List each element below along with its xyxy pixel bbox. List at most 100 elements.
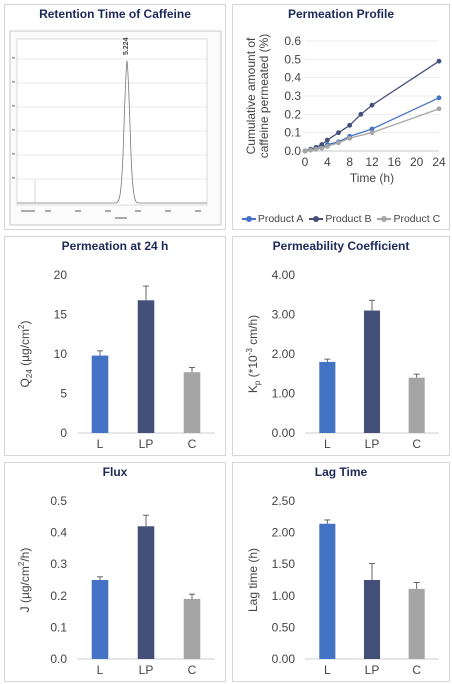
permeation-24h-chart: 0 5 10 15 20 L LP C Q24 (µg/cm2) bbox=[17, 268, 215, 451]
x-tick-label: C bbox=[188, 663, 197, 677]
x-tick-label: 12 bbox=[365, 155, 379, 169]
y-tick-label: 1.00 bbox=[272, 589, 296, 603]
flux-chart: 0.0 0.1 0.2 0.3 0.4 0.5 L LP C J (µg/cm2/h) bbox=[17, 494, 215, 677]
x-tick-label: 24 bbox=[432, 155, 446, 169]
peak-label: 5.224 bbox=[123, 37, 130, 55]
x-tick-label: C bbox=[412, 437, 421, 451]
data-point bbox=[436, 58, 442, 64]
x-tick-label: L bbox=[324, 663, 331, 677]
permeation-profile-title: Permeation Profile bbox=[287, 7, 395, 21]
data-point bbox=[313, 146, 319, 152]
bar bbox=[183, 598, 201, 659]
bar bbox=[91, 355, 109, 433]
legend-marker bbox=[309, 216, 324, 223]
flux-panel: Flux 0.0 0.1 0.2 0.3 0.4 0.5 L LP C J (µg/cm2/h) bbox=[4, 462, 226, 682]
y-tick-label: 15 bbox=[54, 308, 68, 322]
y-axis-label: J (µg/cm2/h) bbox=[17, 548, 32, 613]
y-tick-label: 0.0 bbox=[50, 652, 67, 666]
permeability-coefficient-chart: 0.00 1.00 2.00 3.00 4.00 L LP C Kp (*10-3 cm/h) bbox=[245, 268, 439, 451]
legend-label: Product B bbox=[325, 213, 372, 225]
legend-item: Product B bbox=[309, 213, 371, 225]
x-tick-label: LP bbox=[365, 663, 380, 677]
permeation-24h-title: Permeation at 24 h bbox=[61, 239, 169, 253]
x-tick-label: C bbox=[188, 437, 197, 451]
x-tick-label: 4 bbox=[324, 155, 331, 169]
permeation-profile-panel: Permeation Profile 0.0 0.1 0.2 0.3 0.4 0.5 0.6… bbox=[232, 4, 450, 230]
x-tick-label: L bbox=[97, 663, 104, 677]
chromatogram-image: 5.224 bbox=[9, 30, 222, 226]
bar bbox=[91, 580, 109, 659]
data-point bbox=[302, 148, 308, 154]
bar bbox=[408, 377, 425, 433]
y-tick-label: 0.5 bbox=[50, 494, 67, 508]
data-point bbox=[369, 102, 375, 108]
bar bbox=[363, 580, 381, 659]
data-point bbox=[319, 142, 325, 147]
chromatogram-panel: Retention Time of Caffeine 5.224 bbox=[4, 4, 226, 230]
bar bbox=[319, 523, 336, 659]
y-tick-label: 4.00 bbox=[272, 268, 296, 282]
legend-label: Product A bbox=[257, 213, 304, 225]
y-tick-label: 0.4 bbox=[50, 526, 67, 540]
legend-item: Product C bbox=[377, 213, 440, 225]
permeability-coefficient-panel: Permeability Coefficient 0.00 1.00 2.00 3.0… bbox=[232, 236, 450, 456]
x-tick-label: LP bbox=[139, 663, 154, 677]
y-tick-label: 0.1 bbox=[284, 126, 301, 140]
bar bbox=[137, 526, 155, 659]
lag-time-chart: 0.00 0.50 1.00 1.50 2.00 2.50 L LP C Lag time (h) bbox=[246, 494, 439, 677]
y-axis-label: Kp (*10-3 cm/h) bbox=[245, 315, 262, 393]
legend-label: Product C bbox=[393, 213, 441, 225]
permeation-profile-legend: Product A Product B Product C bbox=[233, 213, 449, 225]
data-point bbox=[347, 122, 353, 128]
x-tick-label: 16 bbox=[388, 155, 402, 169]
x-tick-label: L bbox=[324, 437, 331, 451]
series-line bbox=[304, 60, 440, 152]
data-point bbox=[347, 135, 353, 141]
y-tick-label: 10 bbox=[54, 347, 68, 361]
lag-time-panel: Lag Time 0.00 0.50 1.00 1.50 2.00 2.50 L LP C Lag… bbox=[232, 462, 450, 682]
data-point bbox=[358, 111, 364, 117]
y-axis-label: Lag time (h) bbox=[246, 548, 260, 612]
x-tick-label: 8 bbox=[346, 155, 353, 169]
data-point bbox=[308, 147, 313, 153]
permeation-profile-chart: 0.0 0.1 0.2 0.3 0.4 0.5 0.6 0 4 8 12 16 20 24 Time (h)… bbox=[244, 34, 446, 185]
data-point bbox=[336, 140, 341, 146]
data-point bbox=[324, 137, 330, 143]
permeability-coefficient-title: Permeability Coefficient bbox=[272, 239, 410, 253]
y-tick-label: 0.2 bbox=[50, 589, 67, 603]
x-tick-label: LP bbox=[139, 437, 154, 451]
y-tick-label: 0.3 bbox=[284, 89, 301, 103]
data-point bbox=[324, 144, 330, 149]
x-tick-label: 0 bbox=[302, 155, 309, 169]
legend-marker bbox=[377, 216, 392, 223]
x-tick-label: 20 bbox=[410, 155, 424, 169]
bar bbox=[408, 588, 425, 659]
y-tick-label: 2.00 bbox=[272, 347, 296, 361]
y-tick-label: 0.00 bbox=[272, 652, 296, 666]
y-tick-label: 1.50 bbox=[272, 557, 296, 571]
permeation-24h-panel: Permeation at 24 h 0 5 10 15 20 L LP C Q24 (µg/c… bbox=[4, 236, 226, 456]
data-point bbox=[436, 95, 442, 101]
y-tick-label: 1.00 bbox=[272, 387, 296, 401]
y-axis-label: Q24 (µg/cm2) bbox=[17, 321, 34, 388]
x-tick-label: L bbox=[97, 437, 104, 451]
legend-item: Product A bbox=[241, 213, 304, 225]
lag-time-title: Lag Time bbox=[314, 465, 368, 479]
y-tick-label: 0 bbox=[60, 426, 67, 440]
x-tick-label: C bbox=[412, 663, 421, 677]
y-tick-label: 2.00 bbox=[272, 526, 296, 540]
bar bbox=[363, 310, 381, 433]
data-point bbox=[319, 145, 325, 151]
data-point bbox=[369, 126, 375, 132]
y-tick-label: 2.50 bbox=[272, 494, 296, 508]
y-axis-label: Cumulative amount ofcaffeine permeated (… bbox=[244, 34, 271, 159]
y-tick-label: 0.4 bbox=[284, 71, 301, 85]
data-point bbox=[369, 130, 375, 136]
bar bbox=[183, 372, 201, 433]
y-tick-label: 0.3 bbox=[50, 557, 67, 571]
data-point bbox=[436, 106, 442, 112]
y-tick-label: 0.0 bbox=[284, 144, 301, 158]
x-tick-label: LP bbox=[365, 437, 380, 451]
y-tick-label: 0.50 bbox=[272, 620, 296, 634]
bar bbox=[319, 361, 336, 433]
